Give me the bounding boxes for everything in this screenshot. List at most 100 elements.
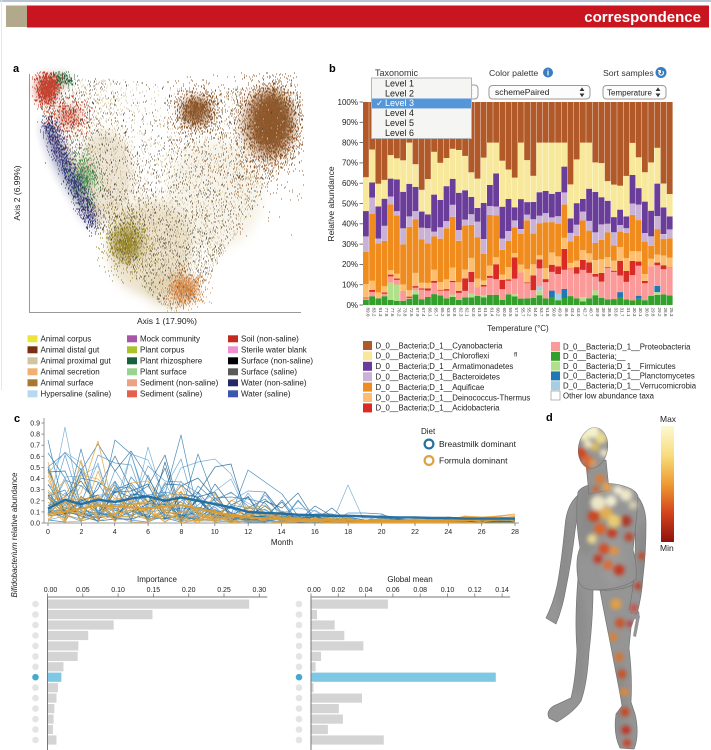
svg-text:50.0: 50.0 — [551, 308, 556, 317]
svg-text:0.25: 0.25 — [217, 587, 231, 594]
svg-text:61.9: 61.9 — [477, 308, 482, 317]
svg-text:Diet: Diet — [421, 427, 436, 436]
svg-text:0.20: 0.20 — [182, 587, 196, 594]
svg-text:Sediment (saline): Sediment (saline) — [140, 390, 203, 399]
svg-text:Bifidobacterium relative abund: Bifidobacterium relative abundance — [10, 472, 19, 598]
svg-text:Month: Month — [271, 538, 293, 547]
svg-text:26: 26 — [478, 529, 486, 536]
svg-text:Importance: Importance — [137, 575, 178, 584]
svg-text:80%: 80% — [342, 138, 358, 147]
svg-text:63.5: 63.5 — [446, 308, 451, 317]
svg-text:Relative abundance: Relative abundance — [326, 166, 336, 241]
svg-text:40%: 40% — [342, 220, 358, 229]
svg-text:Formula dominant: Formula dominant — [439, 456, 508, 466]
svg-text:29.8: 29.8 — [651, 308, 656, 317]
svg-text:Animal surface: Animal surface — [41, 379, 94, 388]
svg-text:83.2: 83.2 — [372, 308, 377, 317]
svg-text:61.5: 61.5 — [483, 308, 488, 317]
svg-text:Axis 2 (6.99%): Axis 2 (6.99%) — [12, 165, 22, 220]
svg-text:10%: 10% — [342, 281, 358, 290]
svg-text:33.0: 33.0 — [613, 308, 618, 317]
svg-text:60%: 60% — [342, 179, 358, 188]
svg-text:D_0__Bacteria;__: D_0__Bacteria;__ — [563, 352, 626, 361]
svg-text:62.8: 62.8 — [452, 308, 457, 317]
svg-text:0.3: 0.3 — [30, 487, 40, 494]
svg-text:12: 12 — [244, 529, 252, 536]
svg-text:Sort samples: Sort samples — [603, 68, 654, 78]
svg-text:D_0__Bacteria;D_1__Firmicutes: D_0__Bacteria;D_1__Firmicutes — [563, 362, 676, 371]
svg-text:60.0: 60.0 — [502, 308, 507, 317]
svg-text:2: 2 — [79, 529, 83, 536]
svg-text:correspondence: correspondence — [584, 9, 701, 26]
svg-text:Soil (non-saline): Soil (non-saline) — [241, 335, 299, 344]
svg-text:90%: 90% — [342, 118, 358, 127]
svg-text:D_0__Bacteria;D_1__Bacteroidet: D_0__Bacteria;D_1__Bacteroidetes — [376, 373, 500, 382]
svg-text:31.7: 31.7 — [620, 308, 625, 317]
svg-text:73.8: 73.8 — [403, 308, 408, 317]
svg-text:Taxonomic: Taxonomic — [375, 68, 419, 78]
svg-text:38.6: 38.6 — [607, 308, 612, 317]
svg-text:0.15: 0.15 — [147, 587, 161, 594]
svg-text:39.9: 39.9 — [595, 308, 600, 317]
svg-text:8: 8 — [179, 529, 183, 536]
svg-text:65.7: 65.7 — [434, 308, 439, 317]
svg-text:89.0: 89.0 — [365, 308, 370, 317]
svg-text:D_0__Bacteria;D_1__Cyanobacter: D_0__Bacteria;D_1__Cyanobacteria — [376, 341, 504, 350]
svg-text:14: 14 — [278, 529, 286, 536]
svg-text:D_0__Bacteria;D_1__Verrucomicr: D_0__Bacteria;D_1__Verrucomicrobia — [563, 382, 697, 391]
svg-text:c: c — [14, 413, 20, 425]
svg-text:D_0__Bacteria;D_1__Deinococcus: D_0__Bacteria;D_1__Deinococcus-Thermus — [376, 393, 531, 402]
svg-text:62.3: 62.3 — [458, 308, 463, 317]
svg-text:D_0__Bacteria;D_1__Aquificae: D_0__Bacteria;D_1__Aquificae — [376, 383, 485, 392]
svg-text:i: i — [547, 69, 549, 78]
svg-text:77.6: 77.6 — [390, 308, 395, 317]
svg-text:0.8: 0.8 — [30, 432, 40, 439]
svg-text:0.12: 0.12 — [468, 587, 482, 594]
svg-text:30.1: 30.1 — [638, 308, 643, 317]
svg-text:Mock community: Mock community — [140, 335, 200, 344]
svg-text:↻: ↻ — [657, 68, 664, 78]
svg-text:fl: fl — [514, 351, 518, 358]
svg-text:Color palette: Color palette — [489, 68, 538, 78]
svg-text:0.1: 0.1 — [30, 509, 40, 516]
svg-text:Breastmilk dominant: Breastmilk dominant — [439, 439, 517, 449]
svg-text:55.2: 55.2 — [527, 308, 532, 317]
svg-text:0.02: 0.02 — [331, 587, 345, 594]
svg-text:6: 6 — [146, 529, 150, 536]
svg-text:0%: 0% — [346, 301, 358, 310]
svg-text:a: a — [13, 63, 20, 75]
svg-text:0.2: 0.2 — [30, 498, 40, 505]
svg-text:Other low abundance taxa: Other low abundance taxa — [563, 391, 655, 400]
svg-text:65.2: 65.2 — [440, 308, 445, 317]
svg-text:16: 16 — [311, 529, 319, 536]
svg-text:Animal corpus: Animal corpus — [41, 335, 92, 344]
svg-text:Min: Min — [660, 543, 674, 553]
svg-text:77.8: 77.8 — [384, 308, 389, 317]
svg-text:0.6: 0.6 — [30, 454, 40, 461]
svg-text:28.6: 28.6 — [663, 308, 668, 317]
svg-text:0.05: 0.05 — [76, 587, 90, 594]
svg-text:0: 0 — [46, 529, 50, 536]
svg-text:20: 20 — [378, 529, 386, 536]
svg-text:Level 3: Level 3 — [385, 98, 414, 108]
svg-text:22: 22 — [411, 529, 419, 536]
svg-text:49.9: 49.9 — [558, 308, 563, 317]
svg-text:Level 1: Level 1 — [385, 78, 414, 88]
svg-text:0.14: 0.14 — [495, 587, 509, 594]
svg-text:b: b — [329, 63, 336, 75]
svg-text:Axis 1 (17.90%): Axis 1 (17.90%) — [137, 316, 197, 326]
svg-text:Plant rhizosphere: Plant rhizosphere — [140, 357, 203, 366]
svg-text:0.00: 0.00 — [44, 587, 58, 594]
svg-text:46.6: 46.6 — [564, 308, 569, 317]
svg-text:0.0: 0.0 — [30, 521, 40, 528]
svg-text:30.3: 30.3 — [632, 308, 637, 317]
svg-text:30.0: 30.0 — [644, 308, 649, 317]
svg-text:24: 24 — [444, 529, 452, 536]
svg-text:✓: ✓ — [376, 98, 383, 108]
svg-text:Plant surface: Plant surface — [140, 368, 187, 377]
svg-text:0.4: 0.4 — [30, 476, 40, 483]
svg-text:67.4: 67.4 — [421, 308, 426, 317]
svg-text:59.5: 59.5 — [508, 308, 513, 317]
svg-text:d: d — [546, 412, 553, 424]
svg-text:50%: 50% — [342, 199, 358, 208]
